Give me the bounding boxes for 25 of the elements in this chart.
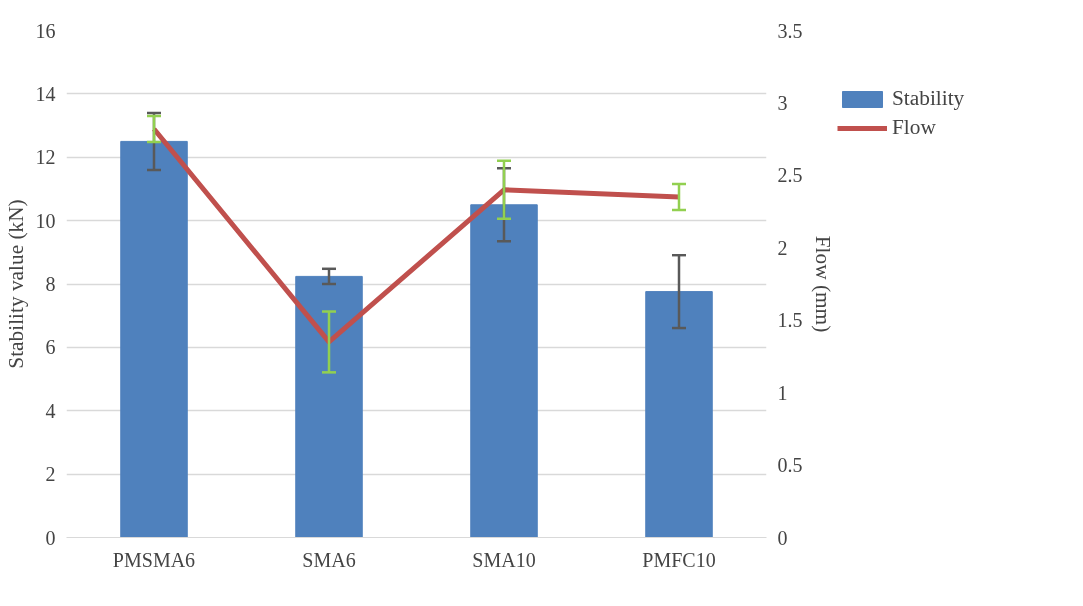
y-tick-label: 6 [45,336,56,359]
y2-tick-label: 0 [777,526,788,549]
legend-label: Stability [892,86,965,111]
x-tick-label: SMA10 [472,548,536,571]
y2-tick-label: 1.5 [777,309,803,332]
y-tick-label: 0 [45,526,56,549]
y-tick-label: 14 [35,82,56,105]
y2-axis-title: Flow (mm) [810,235,835,333]
y-tick-label: 8 [45,273,56,295]
y2-tick-label: 3.5 [777,19,803,42]
y2-tick-label: 2 [777,236,788,259]
x-tick-label: PMSMA6 [112,548,196,571]
y-tick-label: 16 [35,19,56,42]
y2-tick-label: 2.5 [777,164,803,187]
legend-label: Flow [892,115,936,140]
y-tick-label: 4 [45,399,56,422]
y-tick-label: 12 [35,146,56,169]
y-axis-title: Stability value (kN) [3,199,28,369]
x-tick-label: PMFC10 [642,548,716,571]
y2-tick-label: 1 [777,381,788,404]
y-tick-label: 10 [35,209,56,232]
y2-tick-label: 0.5 [777,454,803,477]
x-tick-label: SMA6 [302,548,356,571]
y2-tick-label: 3 [777,91,788,114]
y-tick-label: 2 [45,463,56,486]
